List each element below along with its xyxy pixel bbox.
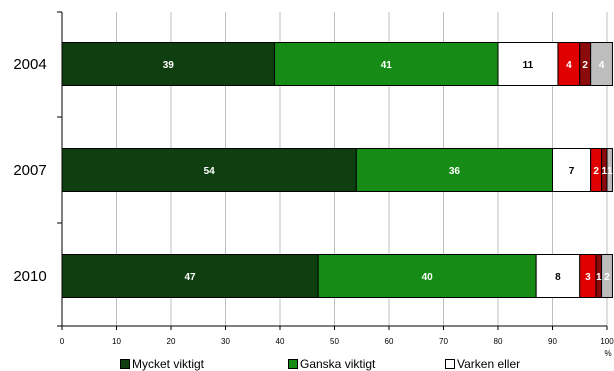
bar-segment — [61, 254, 319, 298]
x-tick-label: 50 — [330, 337, 339, 346]
bars — [61, 42, 613, 298]
x-axis-unit: % — [604, 349, 611, 357]
category-label: 2010 — [13, 268, 46, 285]
category-labels: 2004 2007 2010 — [13, 56, 46, 285]
bar-segment — [61, 148, 357, 192]
bar-value-label: 2 — [593, 166, 599, 177]
x-tick-label: 30 — [221, 337, 230, 346]
bar-value-label: 3 — [585, 272, 591, 283]
bar-value-label: 1 — [607, 166, 613, 177]
bar-value-label: 36 — [449, 166, 461, 177]
legend: Mycket viktigt Ganska viktigt Varken ell… — [0, 357, 614, 371]
bar-segment — [601, 254, 613, 298]
category-label: 2007 — [13, 162, 46, 179]
legend-swatch — [288, 359, 298, 369]
bar-segment — [317, 254, 537, 298]
bar-value-label: 11 — [523, 60, 534, 71]
x-tick-label: 20 — [167, 337, 176, 346]
legend-item-ganska-viktigt: Ganska viktigt — [288, 357, 375, 371]
category-label: 2004 — [13, 56, 46, 73]
bar-value-label: 4 — [599, 60, 605, 71]
x-tick-label: 80 — [494, 337, 503, 346]
x-tick-label: 70 — [439, 337, 448, 346]
bar-segment — [497, 42, 559, 86]
x-tick-label: 40 — [276, 337, 285, 346]
bar-value-label: 54 — [204, 166, 216, 177]
bar-value-label: 8 — [555, 272, 561, 283]
bar-value-label: 1 — [596, 272, 602, 283]
x-tick-label: 100 — [600, 337, 614, 346]
legend-label: Ganska viktigt — [300, 357, 376, 371]
bar-value-label: 7 — [569, 166, 575, 177]
bar-segment — [535, 254, 581, 298]
bar-value-label: 47 — [185, 272, 197, 283]
bar-value-label: 4 — [566, 60, 572, 71]
bar-value-label: 2 — [604, 272, 610, 283]
legend-swatch — [120, 359, 130, 369]
bar-segment — [590, 42, 613, 86]
bar-value-label: 1 — [601, 166, 607, 177]
bar-segment — [606, 148, 613, 192]
bar-value-label: 39 — [163, 60, 175, 71]
legend-item-mycket-viktigt: Mycket viktigt — [120, 357, 204, 371]
bar-value-label: 2 — [582, 60, 588, 71]
bar-segment — [274, 42, 499, 86]
legend-label: Varken eller — [457, 357, 521, 371]
x-tick-label: 60 — [385, 337, 394, 346]
legend-label: Mycket viktigt — [132, 357, 205, 371]
bar-segment — [552, 148, 592, 192]
bar-value-label: 41 — [381, 60, 393, 71]
x-tick-label: 10 — [112, 337, 121, 346]
legend-swatch — [445, 359, 455, 369]
x-tick-label: 90 — [548, 337, 557, 346]
bar-segment — [355, 148, 553, 192]
legend-item-varken-eller: Varken eller — [445, 357, 520, 371]
x-tick-label: 0 — [60, 337, 65, 346]
bar-value-label: 40 — [422, 272, 434, 283]
bar-labels: 39 41 11 4 2 454 36 7 2 1 147 40 8 3 1 2 — [163, 60, 613, 283]
x-tick-labels: 0 10 20 30 40 50 60 70 80 90 100 — [60, 337, 614, 346]
